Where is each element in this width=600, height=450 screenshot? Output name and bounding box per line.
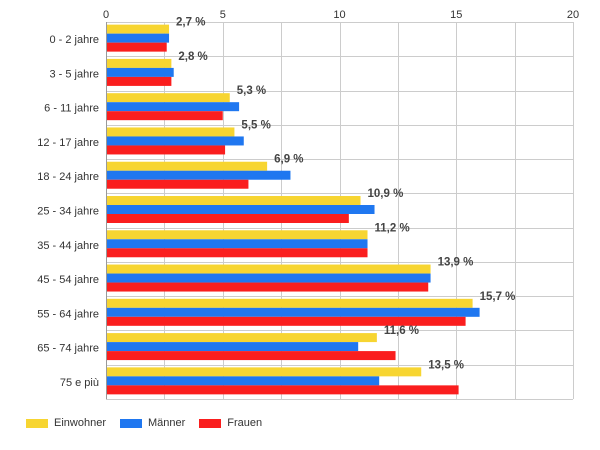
category-label: 75 e più: [60, 377, 99, 389]
legend-label: Einwohner: [54, 417, 106, 429]
data-label: 6,9 %: [274, 154, 303, 166]
bar-frauen: [107, 282, 429, 292]
bar-männer: [107, 33, 170, 43]
legend-item-frauen: Frauen: [199, 417, 262, 429]
bar-einwohner: [107, 196, 361, 205]
bar-frauen: [107, 385, 459, 395]
bar-männer: [107, 67, 174, 77]
legend-item-einwohner: Einwohner: [26, 417, 106, 429]
bar-männer: [107, 273, 431, 283]
data-label: 10,9 %: [368, 188, 404, 200]
bar-männer: [107, 205, 375, 214]
category-label: 3 - 5 jahre: [49, 68, 99, 80]
bar-frauen: [107, 179, 249, 189]
data-label: 5,5 %: [241, 119, 270, 131]
bar-männer: [107, 376, 380, 386]
data-label: 11,2 %: [375, 222, 410, 234]
bar-männer: [107, 170, 291, 180]
bar-einwohner: [107, 298, 473, 308]
bar-einwohner: [107, 127, 235, 137]
category-label: 45 - 54 jahre: [37, 274, 99, 286]
legend: Einwohner Männer Frauen: [26, 417, 262, 429]
bars: [107, 24, 480, 395]
data-label: 13,9 %: [438, 257, 474, 269]
data-label: 15,7 %: [480, 291, 516, 303]
bar-einwohner: [107, 230, 368, 240]
bar-männer: [107, 342, 359, 352]
legend-swatch: [119, 418, 142, 428]
category-label: 25 - 34 jahre: [37, 206, 99, 218]
legend-item-männer: Männer: [119, 417, 186, 429]
data-label: 11,6 %: [384, 325, 419, 337]
bar-einwohner: [107, 264, 431, 274]
bar-frauen: [107, 111, 223, 121]
bar-frauen: [107, 76, 172, 86]
bar-einwohner: [107, 93, 230, 103]
category-label: 65 - 74 jahre: [37, 343, 99, 355]
category-label: 55 - 64 jahre: [37, 308, 99, 320]
category-label: 6 - 11 jahre: [44, 103, 99, 115]
bar-frauen: [107, 316, 466, 326]
x-tick-label: 20: [567, 9, 579, 21]
legend-swatch: [199, 418, 222, 428]
data-label: 2,8 %: [178, 51, 207, 63]
category-labels: 0 - 2 jahre 3 - 5 jahre 6 - 11 jahre 12 - 1…: [37, 34, 99, 389]
data-labels: 2,7 % 2,8 % 5,3 % 5,5 % 6,9 % 10,9 % 11,2 % 13,…: [176, 17, 515, 372]
bar-männer: [107, 307, 480, 317]
legend-label: Männer: [147, 417, 186, 429]
category-label: 35 - 44 jahre: [37, 240, 99, 252]
data-label: 5,3 %: [237, 85, 266, 97]
bar-frauen: [107, 248, 368, 258]
bar-frauen: [107, 145, 226, 155]
x-tick-label: 5: [220, 9, 226, 21]
data-label: 2,7 %: [176, 17, 205, 29]
bar-frauen: [107, 351, 396, 361]
bar-einwohner: [107, 24, 170, 34]
data-label: 13,5 %: [428, 359, 464, 371]
legend-label: Frauen: [227, 417, 263, 429]
bar-einwohner: [107, 367, 422, 377]
bar-männer: [107, 102, 240, 112]
bar-männer: [107, 239, 368, 249]
bar-einwohner: [107, 333, 377, 343]
grid-lines: [106, 22, 574, 400]
category-label: 0 - 2 jahre: [49, 34, 99, 46]
x-tick-label: 10: [333, 9, 345, 21]
category-label: 12 - 17 jahre: [37, 137, 99, 149]
bar-männer: [107, 136, 244, 146]
x-tick-label: 0: [103, 9, 109, 21]
x-axis-ticks: 0 5 10 15 20: [103, 9, 579, 21]
bar-einwohner: [107, 58, 172, 68]
x-tick-label: 15: [450, 9, 462, 21]
legend-swatch: [26, 418, 48, 428]
category-label: 18 - 24 jahre: [37, 171, 99, 183]
bar-frauen: [107, 42, 167, 52]
bar-frauen: [107, 214, 349, 223]
bar-einwohner: [107, 161, 268, 171]
